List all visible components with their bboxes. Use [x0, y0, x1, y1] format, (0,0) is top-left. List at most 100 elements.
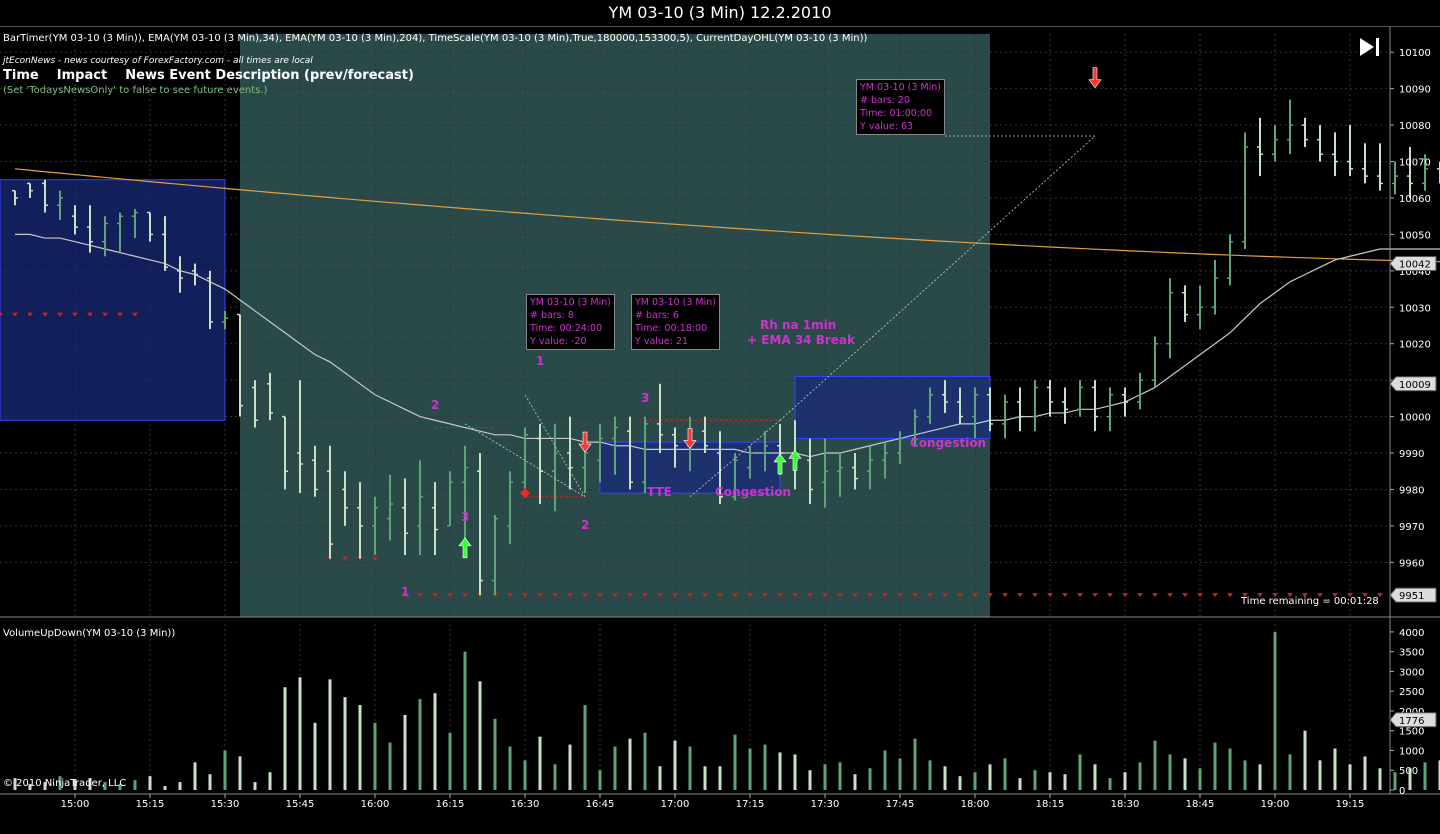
volume-bar — [1153, 740, 1157, 790]
price-bar — [1242, 132, 1248, 249]
price-bar — [1377, 143, 1383, 191]
measure-box-3-line: # bars: 20 — [860, 95, 910, 106]
price-bar — [177, 256, 183, 293]
volume-bar — [478, 681, 482, 790]
play-forward-icon[interactable] — [1358, 36, 1382, 58]
y-tick-label: 10080 — [1399, 121, 1431, 132]
volume-tick-label: 2500 — [1399, 687, 1424, 698]
window-title: YM 03-10 (3 Min) 12.2.2010 — [0, 0, 1440, 27]
volume-bar — [508, 746, 512, 790]
y-tick-label: 10020 — [1399, 340, 1431, 351]
volume-bar — [1063, 774, 1067, 790]
copyright: © 2010 NinjaTrader, LLC — [3, 778, 127, 789]
price-bar — [327, 445, 333, 559]
volume-bar — [313, 722, 317, 790]
price-bar — [357, 482, 363, 559]
rh-label-1: Rh na 1min — [760, 318, 837, 332]
volume-bar — [1333, 748, 1337, 790]
volume-bar — [1318, 760, 1322, 790]
volume-bar — [163, 786, 167, 790]
level-marker — [27, 312, 33, 317]
volume-panel-label: VolumeUpDown(YM 03-10 (3 Min)) — [3, 628, 176, 639]
level-marker — [42, 312, 48, 317]
price-bar — [297, 380, 303, 494]
price-bar — [147, 211, 153, 242]
time-remaining: Time remaining = 00:01:28 — [1241, 596, 1379, 607]
ema34-price-tag-text: 10009 — [1399, 380, 1431, 391]
level-marker — [1377, 593, 1383, 598]
level-marker — [762, 593, 768, 598]
x-tick-label: 18:45 — [1186, 799, 1215, 810]
level-marker — [417, 593, 423, 598]
price-bar — [642, 416, 648, 494]
volume-bar — [88, 778, 92, 790]
measure-box-1-line: Time: 00:24:00 — [530, 323, 603, 334]
price-bar — [1152, 336, 1158, 388]
price-bar — [1392, 161, 1398, 195]
level-marker — [102, 312, 108, 317]
volume-bar — [1198, 768, 1202, 790]
congestion-label-1: Congestion — [715, 485, 792, 499]
wave-label-3: 3 — [641, 391, 650, 405]
x-tick-label: 18:15 — [1036, 799, 1065, 810]
measure-box-1: YM 03-10 (3 Min) # bars: 8 Time: 00:24:0… — [526, 294, 615, 350]
level-marker — [57, 312, 63, 317]
volume-bar — [988, 764, 992, 790]
price-bar — [1407, 146, 1413, 198]
price-bar — [1422, 154, 1428, 191]
level-marker — [852, 593, 858, 598]
level-marker — [1197, 593, 1203, 598]
volume-bar — [1003, 758, 1007, 790]
level-marker — [447, 593, 453, 598]
level-marker — [0, 312, 3, 317]
price-bar — [1047, 380, 1053, 417]
measure-line-1 — [464, 423, 586, 498]
volume-bar — [1243, 760, 1247, 790]
measure-box-3-line: YM 03-10 (3 Min) — [860, 82, 941, 93]
volume-bar — [1378, 768, 1382, 790]
volume-bar — [793, 754, 797, 790]
volume-bar — [493, 718, 497, 790]
volume-tick-label: 4000 — [1399, 628, 1424, 639]
level-marker — [507, 593, 513, 598]
price-bar — [1122, 387, 1128, 417]
volume-bar — [913, 738, 917, 790]
volume-bar — [1183, 758, 1187, 790]
indicators-line: BarTimer(YM 03-10 (3 Min)), EMA(YM 03-10… — [3, 33, 868, 44]
volume-bar — [1123, 772, 1127, 790]
level-marker — [672, 593, 678, 598]
price-bar — [597, 423, 603, 483]
price-bar — [522, 427, 528, 490]
volume-bar — [1168, 754, 1172, 790]
x-tick-label: 17:30 — [811, 799, 840, 810]
price-bar — [1287, 99, 1293, 155]
level-marker — [927, 593, 933, 598]
price-bar — [852, 453, 858, 490]
measure-box-2-line: # bars: 6 — [635, 310, 679, 321]
level-marker — [792, 593, 798, 598]
volume-bar — [733, 734, 737, 790]
volume-bar — [1408, 768, 1412, 790]
volume-bar — [1048, 772, 1052, 790]
price-bar — [1062, 387, 1068, 424]
ema34-price-tag: 10009 — [1389, 376, 1437, 392]
volume-bar — [853, 774, 857, 790]
volume-tick-label: 1000 — [1399, 746, 1424, 757]
price-bar — [1272, 125, 1278, 162]
level-marker — [1152, 593, 1158, 598]
level-marker — [1122, 593, 1128, 598]
volume-bar — [673, 740, 677, 790]
level-marker — [1242, 593, 1248, 598]
level-marker — [1002, 593, 1008, 598]
price-bar — [1317, 125, 1323, 162]
price-bar — [87, 205, 93, 253]
volume-bar — [838, 762, 842, 790]
volume-bars — [13, 631, 1440, 790]
volume-bar — [1393, 772, 1397, 790]
measure-box-3-line: Time: 01:00:00 — [860, 108, 933, 119]
level-marker — [882, 593, 888, 598]
congestion-label-2: Congestion — [910, 436, 987, 450]
volume-bar — [643, 732, 647, 790]
level-marker — [1092, 593, 1098, 598]
